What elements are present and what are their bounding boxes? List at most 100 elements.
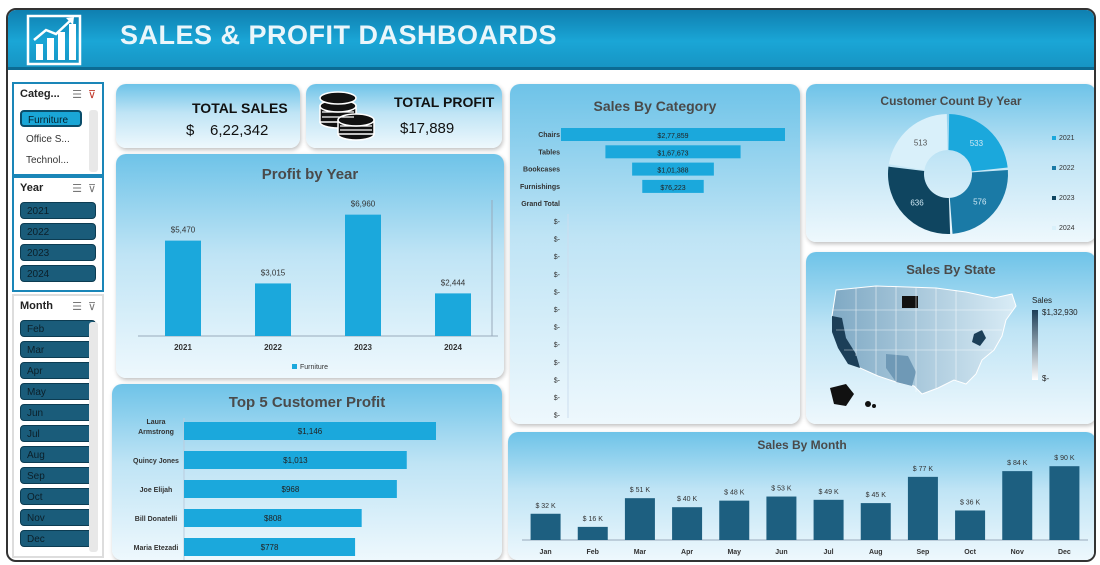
data-label: $5,470 xyxy=(171,226,196,235)
data-label: $ 77 K xyxy=(913,466,934,473)
data-label: $ 48 K xyxy=(724,490,745,497)
chart-title: Sales By Category xyxy=(593,98,717,114)
bar[interactable] xyxy=(184,538,356,556)
slicer-item-may[interactable]: May xyxy=(20,383,96,400)
slicer-item-2021[interactable]: 2021 xyxy=(20,202,96,219)
data-label: $1,01,388 xyxy=(657,168,688,175)
tick-label: $- xyxy=(554,219,561,226)
tick-label: $- xyxy=(554,289,561,296)
slicer-item-oct[interactable]: Oct xyxy=(20,488,96,505)
sales-by-category-panel: Sales By Category Chairs $2,77,859 Tables $… xyxy=(510,84,800,424)
bar[interactable] xyxy=(561,128,785,141)
bar[interactable] xyxy=(255,283,291,336)
bar[interactable] xyxy=(907,476,938,540)
donut-slice[interactable] xyxy=(949,169,1008,234)
donut-slice[interactable] xyxy=(948,114,1008,172)
clear-filter-icon[interactable]: ⊽ xyxy=(87,89,96,101)
data-label: $3,015 xyxy=(261,268,286,277)
multi-select-icon[interactable]: ☰ xyxy=(72,89,82,101)
bar[interactable] xyxy=(1049,466,1080,540)
year-slicer[interactable]: Year ☰ ⊽ 2021 2022 2023 2024 xyxy=(12,176,104,292)
tick-label: 2021 xyxy=(174,343,192,352)
multi-select-icon[interactable]: ☰ xyxy=(72,301,82,313)
slicer-item-nov[interactable]: Nov xyxy=(20,509,96,526)
slicer-item-2024[interactable]: 2024 xyxy=(20,265,96,282)
dashboard-frame: SALES & PROFIT DASHBOARDS Categ... ☰ ⊽ Fu… xyxy=(6,8,1096,562)
slicer-item-aug[interactable]: Aug xyxy=(20,446,96,463)
legend-swatch xyxy=(1052,196,1056,200)
bar[interactable] xyxy=(184,480,397,498)
data-label: 576 xyxy=(973,197,987,206)
slicer-item-jun[interactable]: Jun xyxy=(20,404,96,421)
bar[interactable] xyxy=(632,162,714,176)
data-label: $ 40 K xyxy=(677,496,698,503)
slicer-scrollbar[interactable] xyxy=(89,322,98,552)
tick-label: Maria Etezadi xyxy=(134,545,179,552)
clear-filter-icon[interactable]: ⊽ xyxy=(87,301,96,313)
tick-label: $- xyxy=(554,307,561,314)
tick-label: $- xyxy=(554,254,561,261)
bar[interactable] xyxy=(530,513,561,540)
data-label: $2,77,859 xyxy=(657,133,688,140)
slicer-item-sep[interactable]: Sep xyxy=(20,467,96,484)
slicer-item-jul[interactable]: Jul xyxy=(20,425,96,442)
bar[interactable] xyxy=(955,510,986,540)
kpi-label: TOTAL SALES xyxy=(192,100,288,116)
donut-slice[interactable] xyxy=(888,114,948,171)
map-hawaii xyxy=(865,401,871,407)
slicer-item-apr[interactable]: Apr xyxy=(20,362,96,379)
bar[interactable] xyxy=(860,503,891,540)
slicer-item-dec[interactable]: Dec xyxy=(20,530,96,547)
bar[interactable] xyxy=(165,240,201,336)
bar[interactable] xyxy=(184,422,436,440)
bar[interactable] xyxy=(577,526,608,540)
data-label: $968 xyxy=(282,485,300,494)
slicer-item-feb[interactable]: Feb xyxy=(20,320,96,337)
legend-swatch xyxy=(1052,226,1056,230)
slicer-item-furniture[interactable]: Furniture xyxy=(20,110,82,127)
tick-label: May xyxy=(727,549,741,556)
data-label: $1,67,673 xyxy=(657,150,688,157)
bar[interactable] xyxy=(719,500,750,540)
bar[interactable] xyxy=(766,496,797,540)
slicer-item-mar[interactable]: Mar xyxy=(20,341,96,358)
category-slicer[interactable]: Categ... ☰ ⊽ Furniture Office S... Techno… xyxy=(12,82,104,176)
legend-title: Sales xyxy=(1032,296,1053,305)
bar[interactable] xyxy=(435,293,471,336)
month-slicer[interactable]: Month ☰ ⊽ Feb Mar Apr May Jun Jul Aug Sep Oct Nov D… xyxy=(12,294,104,558)
clear-filter-icon[interactable]: ⊽ xyxy=(87,183,96,195)
data-label: $808 xyxy=(264,514,282,523)
bar[interactable] xyxy=(624,498,655,540)
tick-label: Bookcases xyxy=(523,167,560,174)
kpi-currency: $ xyxy=(186,122,195,139)
tick-label: Joe Elijah xyxy=(140,487,173,494)
tick-label: $- xyxy=(554,272,561,279)
bar[interactable] xyxy=(184,451,407,469)
slicer-item-2023[interactable]: 2023 xyxy=(20,244,96,261)
bar[interactable] xyxy=(184,509,362,527)
tick-label: Jul xyxy=(824,549,834,556)
bar-chart-growth-icon xyxy=(26,14,82,66)
bar[interactable] xyxy=(672,507,703,540)
multi-select-icon[interactable]: ☰ xyxy=(72,183,82,195)
slicer-item-technology[interactable]: Technol... xyxy=(20,152,82,169)
chart-title: Sales By Month xyxy=(757,438,847,452)
bar[interactable] xyxy=(605,145,741,159)
slicer-scrollbar[interactable] xyxy=(89,110,98,172)
slicer-item-office-supplies[interactable]: Office S... xyxy=(20,131,82,148)
customer-count-panel: Customer Count By Year 533 576 636 513 2021 2… xyxy=(806,84,1094,242)
data-label: $1,146 xyxy=(298,427,323,436)
bar[interactable] xyxy=(813,499,844,540)
bar[interactable] xyxy=(1002,471,1033,540)
map-contiguous-us xyxy=(831,285,1017,395)
bar[interactable] xyxy=(345,214,381,336)
data-label: $ 45 K xyxy=(866,492,887,499)
bar[interactable] xyxy=(642,179,704,193)
profit-by-year-panel: Profit by Year $5,470 2021 $3,015 2022 $6,96… xyxy=(116,154,504,378)
slicer-item-2022[interactable]: 2022 xyxy=(20,223,96,240)
data-label: $ 49 K xyxy=(818,489,839,496)
donut-slice[interactable] xyxy=(888,166,951,234)
kpi-value: 6,22,342 xyxy=(210,122,269,139)
data-label: $ 90 K xyxy=(1054,455,1075,462)
legend-label: 2024 xyxy=(1059,225,1075,232)
